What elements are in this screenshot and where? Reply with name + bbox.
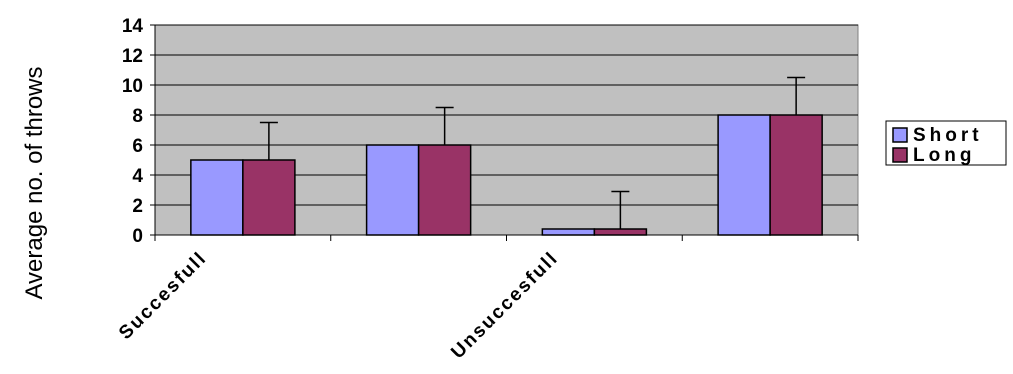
bar-short: [365, 144, 420, 236]
error-bars: [259, 76, 806, 229]
y-tick-labels: 0 2 4 6 8 10 12 14: [122, 16, 144, 247]
bar-short: [190, 159, 244, 236]
y-tick-label: 14: [122, 16, 144, 37]
bar-long: [769, 114, 823, 236]
y-tick-label: 10: [122, 76, 143, 97]
axes: [150, 24, 859, 241]
legend-swatch-short: [892, 127, 908, 143]
y-axis-title: Average no. of throws: [21, 66, 48, 299]
y-tick-label: 4: [132, 166, 143, 187]
legend-swatch-long: [892, 147, 908, 163]
bar-long: [417, 144, 472, 236]
y-tick-label: 6: [132, 136, 143, 157]
y-tick-label: 2: [132, 196, 143, 217]
y-tick-label: 8: [132, 106, 143, 127]
y-tick-label: 12: [122, 46, 143, 67]
bar-short: [717, 114, 771, 236]
bar-long: [242, 159, 296, 236]
x-category-labels: Succesfull Unsuccesfull: [115, 248, 563, 363]
y-tick-label: 0: [132, 226, 143, 247]
bars: [190, 114, 823, 236]
legend-label-short: Short: [913, 125, 983, 146]
bar-long: [593, 228, 648, 236]
x-category-label: Unsuccesfull: [447, 248, 562, 363]
bar-short: [541, 228, 596, 236]
x-category-label: Succesfull: [115, 248, 211, 344]
legend-label-long: Long: [913, 145, 975, 166]
